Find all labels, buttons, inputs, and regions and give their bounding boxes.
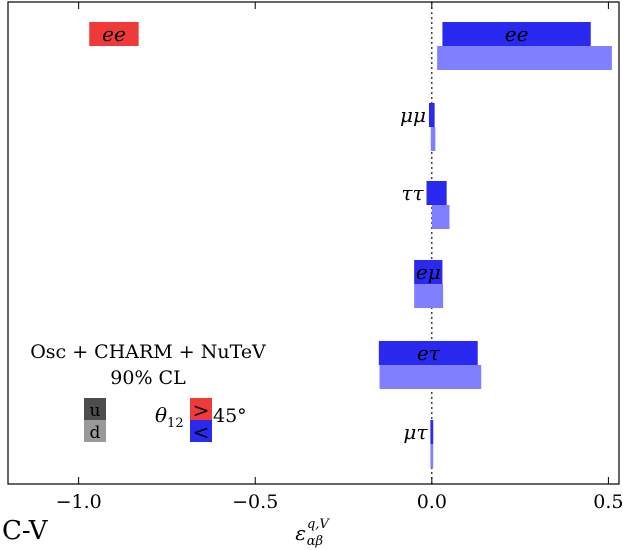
legend-label-u: u	[90, 401, 101, 421]
bar-0-u-lower	[89, 22, 139, 46]
bar-1-d	[430, 127, 436, 151]
bar-5-d	[430, 444, 434, 468]
row-label-4: eτ	[417, 341, 441, 365]
legend-greater-symbol: >	[193, 398, 210, 422]
plot-frame	[7, 1, 620, 485]
annotation-line-2: 90% CL	[110, 367, 186, 389]
legend-theta-symbol: θ	[155, 403, 167, 427]
corner-text: C-V	[2, 516, 48, 546]
bar-1-u	[428, 103, 435, 127]
x-axis-label-superscript: q,V	[307, 517, 330, 532]
row-label-2: ττ	[401, 181, 424, 205]
x-tick-label-1: −0.5	[232, 491, 278, 513]
row-label-3: eμ	[416, 260, 441, 284]
bar-0-u	[442, 22, 591, 46]
legend-swatch-d	[84, 420, 106, 442]
legend-label-d: d	[90, 423, 101, 443]
bars-layer	[89, 22, 612, 468]
legend-swatch-u	[84, 398, 106, 420]
x-tick-label-2: 0.0	[417, 491, 447, 513]
legend-angle-label: 45°	[213, 405, 247, 427]
annotation: Osc + CHARM + NuTeV 90% CL	[30, 341, 266, 389]
x-axis-label: εq,V αβ	[295, 517, 330, 549]
x-axis-ticks: −1.0 −0.5 0.0 0.5	[56, 2, 623, 513]
bar-5-u	[430, 420, 434, 444]
legend-swatch-less	[190, 420, 212, 442]
bar-4-d	[379, 365, 482, 389]
row-label-0: ee	[505, 22, 529, 46]
x-tick-label-3: 0.5	[593, 491, 623, 513]
bar-4-u	[378, 341, 478, 365]
x-axis-label-subscript: αβ	[307, 534, 323, 549]
bar-0-d	[437, 46, 612, 70]
row-labels-layer: ee ee μμ ττ eμ eτ μτ	[102, 22, 528, 444]
annotation-line-1: Osc + CHARM + NuTeV	[30, 341, 266, 363]
bar-3-d	[414, 284, 444, 308]
legend-swatch-greater	[190, 398, 212, 420]
legend-theta: θ12	[155, 403, 184, 431]
row-label-5: μτ	[403, 420, 428, 444]
row-label-lower-0: ee	[102, 22, 126, 46]
bar-2-d	[431, 205, 450, 229]
legend: u d θ12 > < 45°	[84, 398, 247, 444]
legend-theta-subscript: 12	[167, 416, 184, 431]
x-tick-label-0: −1.0	[56, 491, 102, 513]
row-label-1: μμ	[400, 103, 426, 127]
legend-less-symbol: <	[193, 420, 210, 444]
bar-2-u	[426, 181, 447, 205]
bar-3-u	[414, 260, 443, 284]
x-axis-label-symbol: ε	[295, 521, 306, 545]
